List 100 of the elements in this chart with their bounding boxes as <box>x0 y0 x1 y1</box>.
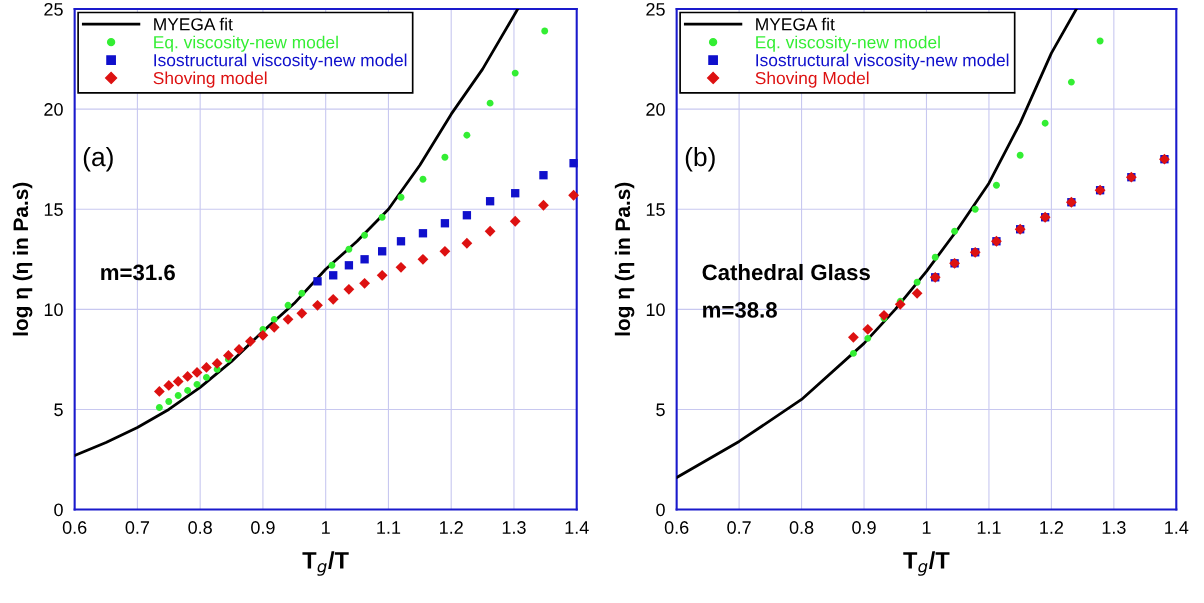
y-axis-title: log η (η in Pa.s) <box>12 182 33 336</box>
point <box>509 215 521 227</box>
point <box>511 189 520 198</box>
point <box>193 380 201 388</box>
y-tick-label: 25 <box>44 2 63 16</box>
point <box>184 386 192 394</box>
point <box>461 237 473 249</box>
point <box>282 313 294 325</box>
x-tick-label: 0.9 <box>251 521 275 534</box>
line-series <box>676 9 1078 479</box>
point <box>485 197 495 206</box>
x-tick-label: 1 <box>922 521 931 534</box>
point <box>862 323 874 335</box>
point <box>1016 151 1024 159</box>
point <box>153 386 165 397</box>
annotation: (a) <box>83 146 113 172</box>
point <box>878 309 890 321</box>
point <box>1067 78 1075 86</box>
point <box>359 277 370 289</box>
x-axis-title: T$_{g}$/T <box>302 551 349 576</box>
point <box>848 331 859 343</box>
point <box>360 255 369 264</box>
x-tick-label: 1.2 <box>440 521 463 534</box>
x-tick-label: 0.6 <box>62 521 87 534</box>
annotation: Cathedral Glass <box>702 263 870 281</box>
annotation: (b) <box>685 146 715 172</box>
point <box>270 315 278 323</box>
point <box>484 225 496 237</box>
y-tick-label: 20 <box>44 103 63 116</box>
point <box>155 403 163 411</box>
point <box>172 376 184 387</box>
point <box>931 253 939 261</box>
point <box>418 229 428 238</box>
legend-label: Eq. viscosity-new model <box>756 35 940 52</box>
point <box>419 175 427 183</box>
point <box>894 298 906 310</box>
y-tick-label: 25 <box>646 2 665 16</box>
point <box>971 205 979 213</box>
x-tick-label: 1.4 <box>1165 521 1189 534</box>
legend-label: MYEGA fit <box>154 17 233 31</box>
point <box>191 367 203 378</box>
point <box>992 181 1000 189</box>
x-tick-label: 0.7 <box>727 521 751 534</box>
point <box>376 269 388 281</box>
point <box>223 349 234 361</box>
point <box>233 343 245 355</box>
point <box>395 261 407 273</box>
point <box>201 361 212 373</box>
point <box>539 171 548 180</box>
point <box>396 237 406 246</box>
point <box>268 321 280 333</box>
point <box>284 301 292 309</box>
point <box>911 287 923 299</box>
point <box>951 227 959 235</box>
point <box>440 219 450 228</box>
point <box>182 371 194 382</box>
line-series <box>74 9 520 457</box>
point <box>257 329 269 341</box>
point <box>344 261 354 270</box>
point <box>328 261 336 269</box>
point <box>165 397 173 405</box>
y-tick-label: 5 <box>656 403 665 417</box>
x-tick-label: 1 <box>322 521 330 534</box>
y-tick-label: 15 <box>44 203 63 216</box>
point <box>345 245 353 253</box>
x-tick-label: 0.8 <box>789 521 814 534</box>
x-tick-label: 1.4 <box>565 521 589 534</box>
x-tick-label: 1.1 <box>377 521 401 534</box>
x-tick-label: 0.8 <box>188 521 212 534</box>
point <box>511 69 519 77</box>
legend-label: Isostructural viscosity-new model <box>154 53 407 70</box>
point <box>312 299 323 311</box>
point <box>163 380 175 391</box>
x-tick-label: 1.3 <box>1102 521 1126 534</box>
y-tick-label: 10 <box>44 303 63 317</box>
point <box>174 391 182 399</box>
point <box>864 334 872 342</box>
y-tick-label: 5 <box>54 403 63 417</box>
point <box>568 189 579 201</box>
x-tick-label: 0.9 <box>852 521 876 534</box>
x-tick-label: 1.2 <box>1040 521 1064 534</box>
point <box>329 271 338 280</box>
point <box>343 283 355 295</box>
legend-label: MYEGA fit <box>756 17 835 31</box>
point <box>462 211 472 220</box>
point <box>327 293 339 305</box>
x-tick-label: 1.1 <box>977 521 1001 534</box>
point <box>541 27 549 35</box>
point <box>378 213 386 221</box>
point <box>463 131 471 139</box>
point <box>361 231 369 239</box>
x-tick-label: 0.7 <box>125 521 150 534</box>
point <box>913 278 921 286</box>
y-tick-label: 10 <box>646 303 665 317</box>
annotation: m=31.6 <box>101 264 175 281</box>
point <box>378 247 387 256</box>
point <box>202 373 210 381</box>
y-tick-label: 20 <box>646 103 665 116</box>
y-axis-title: log η (η in Pa.s) <box>614 182 635 336</box>
point <box>1041 119 1049 127</box>
